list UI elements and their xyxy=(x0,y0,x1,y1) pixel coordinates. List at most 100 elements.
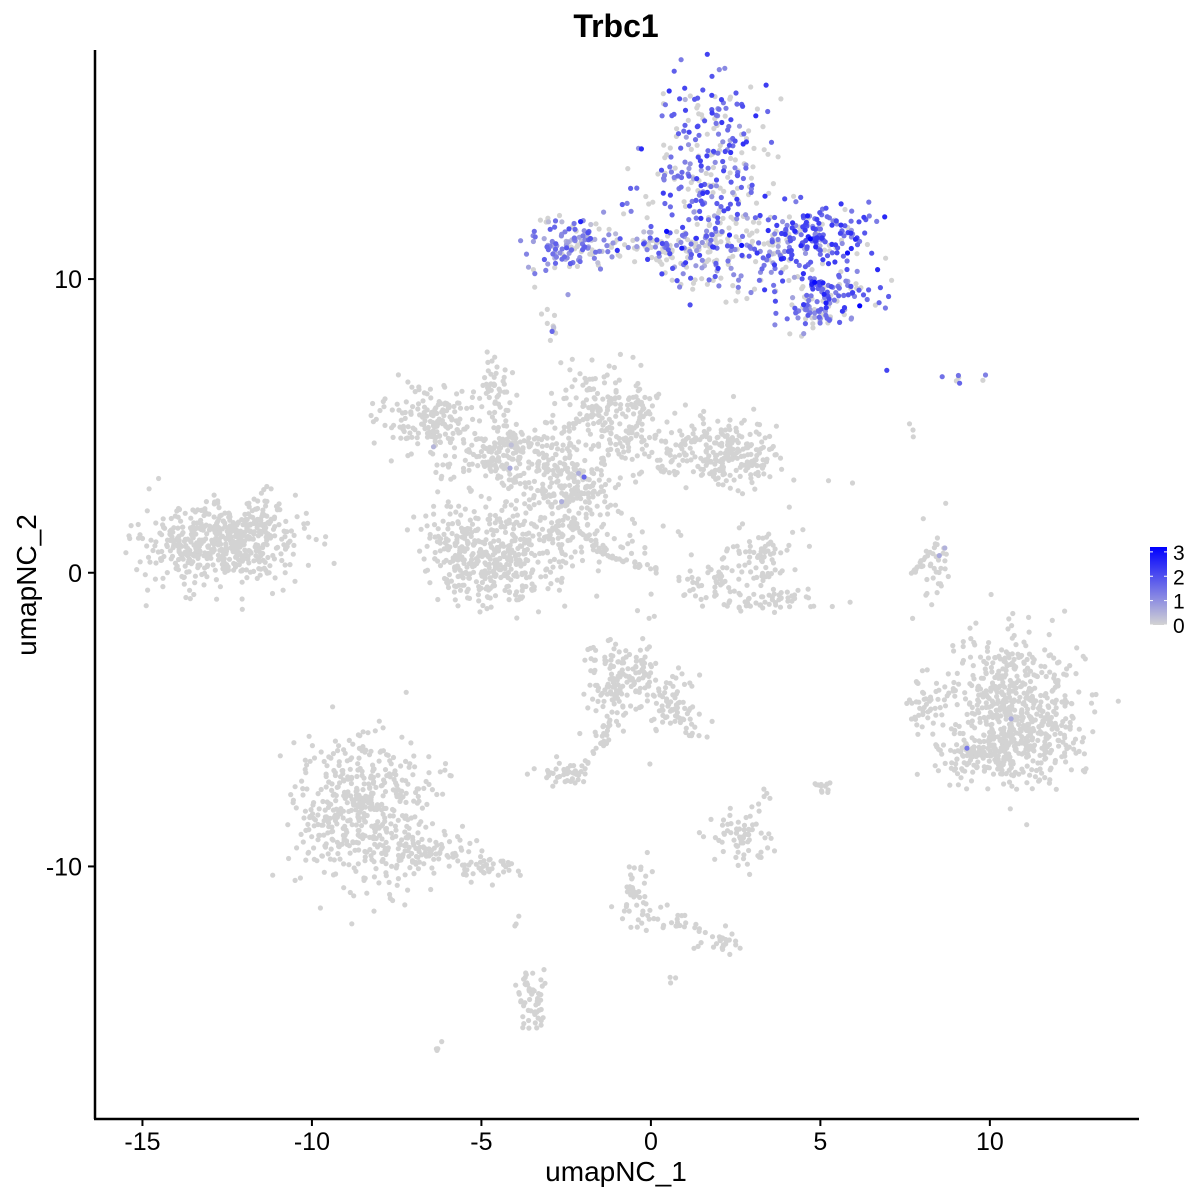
cell-point xyxy=(682,402,689,408)
cell-point xyxy=(315,837,321,843)
cell-point xyxy=(1003,667,1009,674)
cell-point xyxy=(910,615,916,622)
cell-point xyxy=(367,785,373,791)
cell-point xyxy=(948,747,954,753)
cell-point xyxy=(239,558,245,564)
cell-point xyxy=(689,574,695,581)
cell-point xyxy=(725,436,732,442)
cell-point xyxy=(199,537,205,543)
cell-point xyxy=(555,478,561,484)
cell-point xyxy=(936,569,942,576)
cell-point xyxy=(395,817,401,823)
cell-point xyxy=(568,525,574,531)
cell-point xyxy=(605,504,611,510)
cell-point xyxy=(306,733,312,739)
cell-point xyxy=(548,581,554,587)
cell-point xyxy=(360,787,366,793)
cell-point xyxy=(569,487,575,493)
cell-point xyxy=(477,549,484,555)
cell-point xyxy=(673,975,679,981)
cell-point xyxy=(544,435,550,441)
cell-point xyxy=(553,766,559,772)
cell-point xyxy=(1060,739,1066,745)
cell-point xyxy=(591,420,597,427)
cell-point xyxy=(722,433,728,439)
cell-point xyxy=(731,477,737,483)
cell-point xyxy=(1024,780,1030,786)
cell-point xyxy=(612,401,619,407)
cell-point xyxy=(476,598,482,604)
cell-point xyxy=(776,592,782,598)
cell-point xyxy=(135,521,141,528)
cell-point xyxy=(634,608,641,614)
cell-point xyxy=(421,410,427,416)
cell-point xyxy=(395,876,401,882)
cell-point xyxy=(247,569,253,575)
cell-point xyxy=(695,102,701,109)
cell-point xyxy=(291,740,297,746)
cell-point xyxy=(777,604,784,610)
cell-point xyxy=(935,768,942,774)
cell-point xyxy=(932,763,938,769)
cell-point xyxy=(1001,743,1007,749)
cell-point xyxy=(480,459,486,465)
cell-point xyxy=(659,703,665,709)
cell-point xyxy=(552,425,558,431)
cell-point xyxy=(562,513,568,519)
cell-point xyxy=(680,716,686,722)
cell-point xyxy=(341,835,347,841)
cell-point xyxy=(318,749,324,755)
cell-point xyxy=(854,268,860,274)
cell-point xyxy=(387,758,393,764)
cell-point xyxy=(923,548,929,554)
cell-point xyxy=(625,541,631,547)
cell-point xyxy=(305,520,311,526)
cell-point xyxy=(488,449,494,455)
cell-point xyxy=(272,575,278,581)
cell-point xyxy=(511,550,517,556)
cell-point xyxy=(1037,777,1043,783)
cell-point xyxy=(382,422,388,428)
cell-point xyxy=(601,698,607,704)
cell-point xyxy=(761,471,767,477)
cell-point xyxy=(542,488,549,494)
cell-point xyxy=(317,905,323,911)
cell-point xyxy=(713,232,720,238)
cell-point xyxy=(1010,773,1017,779)
cell-point xyxy=(551,312,558,318)
cell-point xyxy=(675,714,681,720)
cell-point xyxy=(362,854,368,860)
cell-point xyxy=(1001,704,1007,710)
cell-point xyxy=(1037,752,1043,759)
cell-point xyxy=(600,455,606,461)
cell-point xyxy=(371,850,377,856)
cell-point xyxy=(753,600,759,606)
cell-point xyxy=(593,221,599,227)
cell-point xyxy=(454,391,460,397)
cell-point xyxy=(169,534,175,540)
cell-point xyxy=(604,691,610,697)
cell-point xyxy=(186,569,192,575)
cell-point xyxy=(460,465,467,471)
cell-point xyxy=(395,787,401,793)
cell-point xyxy=(416,821,422,828)
cell-point xyxy=(271,514,278,520)
cell-point xyxy=(152,576,158,582)
cell-point xyxy=(606,416,612,422)
cell-point xyxy=(145,554,152,560)
cell-point xyxy=(989,680,996,686)
cell-point xyxy=(391,776,397,783)
cell-point xyxy=(477,395,483,401)
cell-point xyxy=(137,559,143,565)
cell-point xyxy=(652,244,659,250)
cell-point xyxy=(934,743,940,749)
cell-point xyxy=(469,521,476,527)
cell-point xyxy=(712,440,718,446)
cell-point xyxy=(596,559,602,565)
cell-point xyxy=(591,657,597,663)
cell-point xyxy=(578,544,584,550)
cell-point xyxy=(303,857,309,863)
cell-point xyxy=(1029,746,1035,752)
cell-point xyxy=(688,146,694,152)
cell-point xyxy=(283,544,289,550)
